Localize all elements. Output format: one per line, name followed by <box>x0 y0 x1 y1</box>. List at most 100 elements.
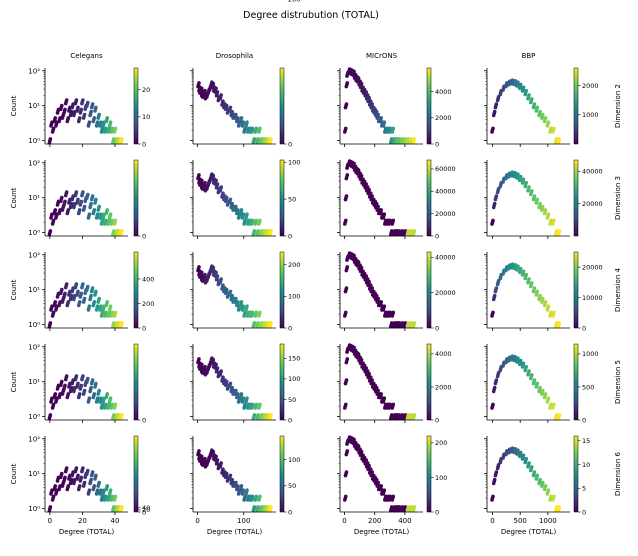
data-point <box>365 461 370 465</box>
data-point <box>258 494 262 499</box>
colorbar-tick-label: 200 <box>288 261 300 269</box>
colorbar-tick-label: 2000 <box>435 383 452 391</box>
data-point <box>510 446 515 451</box>
colorbar <box>279 159 285 237</box>
data-point <box>81 98 85 102</box>
colorbar-tick-label: 200 <box>288 0 300 4</box>
data-point <box>69 201 74 206</box>
data-point <box>74 190 79 194</box>
data-point <box>103 494 108 499</box>
data-point <box>250 310 255 315</box>
data-point <box>236 208 240 212</box>
data-point <box>92 300 97 304</box>
data-point <box>379 392 384 396</box>
colorbar-tick-label: 0 <box>288 324 292 332</box>
y-tick-label: 10¹ <box>28 194 40 202</box>
colorbar-tick-label: 500 <box>582 383 594 391</box>
data-point <box>494 194 499 198</box>
data-point <box>112 413 116 417</box>
data-point <box>552 310 556 315</box>
data-point <box>221 191 225 195</box>
data-point <box>105 116 110 120</box>
data-point <box>252 413 257 417</box>
data-point <box>112 137 116 141</box>
data-point <box>557 229 562 233</box>
data-point <box>64 190 69 194</box>
data-point <box>113 126 118 131</box>
data-point <box>521 453 526 458</box>
data-point <box>254 402 258 407</box>
data-point <box>364 90 369 94</box>
data-point <box>74 466 79 470</box>
data-point <box>391 218 396 223</box>
data-point <box>211 265 216 270</box>
data-point <box>252 321 257 325</box>
data-point <box>269 413 273 417</box>
column-title: MICrONS <box>366 52 398 60</box>
data-point <box>521 177 526 182</box>
data-point <box>364 458 369 462</box>
data-point <box>103 126 108 131</box>
data-point <box>94 289 98 294</box>
data-point <box>90 102 95 106</box>
y-axis-label: Count <box>10 371 18 392</box>
data-point <box>557 321 562 325</box>
data-point <box>228 197 233 202</box>
colorbar-tick-label: 100 <box>435 474 447 482</box>
data-point <box>367 188 372 192</box>
data-point <box>105 208 110 212</box>
data-point <box>200 178 204 183</box>
data-point <box>95 304 100 309</box>
colorbar-tick-label: 20 <box>142 86 150 94</box>
data-point <box>95 120 100 124</box>
data-point <box>541 296 545 301</box>
data-point <box>228 473 233 478</box>
data-point <box>345 265 350 269</box>
data-point <box>370 286 375 290</box>
data-point <box>379 484 384 488</box>
data-point <box>382 396 387 401</box>
data-point <box>510 78 515 82</box>
data-point <box>250 126 255 131</box>
colorbar-tick-label: 0 <box>435 140 439 148</box>
y-tick-label: 10⁰ <box>28 505 40 513</box>
data-point <box>516 356 520 361</box>
data-point <box>256 413 260 417</box>
data-point <box>108 304 113 309</box>
data-point <box>48 321 53 325</box>
colorbar-tick-label: 150 <box>288 355 300 363</box>
data-point <box>258 402 262 407</box>
data-point <box>211 81 216 86</box>
data-point <box>254 310 258 315</box>
figure-title: Degree distrubution (TOTAL) <box>243 10 379 21</box>
x-tick-label: 500 <box>514 517 527 525</box>
data-point <box>236 116 240 120</box>
data-point <box>412 505 417 509</box>
data-point <box>254 218 258 223</box>
data-point <box>236 300 240 304</box>
data-point <box>245 304 249 309</box>
data-point <box>367 372 372 376</box>
colorbar <box>426 251 432 329</box>
data-point <box>89 109 93 114</box>
data-point <box>541 112 545 117</box>
data-point <box>374 293 379 298</box>
data-point <box>524 88 528 93</box>
data-point <box>258 310 262 315</box>
data-point <box>86 468 90 473</box>
data-point <box>86 376 90 381</box>
data-point <box>211 449 216 454</box>
data-point <box>491 494 495 499</box>
data-point <box>66 300 71 304</box>
data-point <box>254 494 258 499</box>
data-point <box>99 212 103 216</box>
colorbar-tick-label: 10 <box>582 461 590 469</box>
data-point <box>94 105 98 110</box>
data-point <box>120 413 124 417</box>
data-point <box>364 274 369 278</box>
data-point <box>87 304 92 309</box>
colorbar-tick-label: 0 <box>582 508 586 516</box>
data-point <box>530 189 534 193</box>
data-point <box>359 173 364 178</box>
colorbar <box>133 251 139 329</box>
